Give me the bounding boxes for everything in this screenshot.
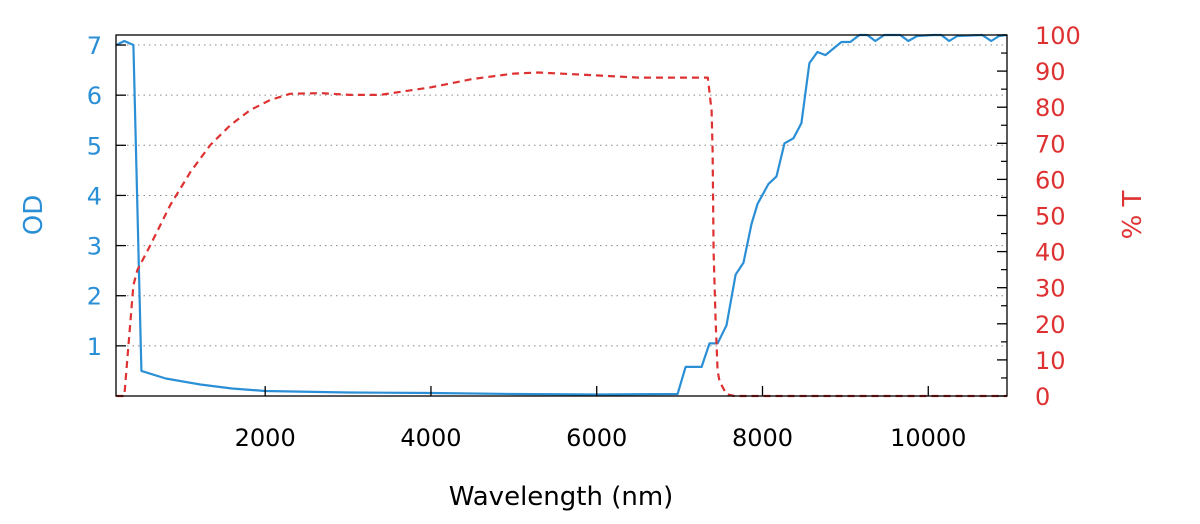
y-left-tick-label: 6 (87, 82, 102, 110)
series-line-transmission (116, 71, 1007, 398)
y-left-tick-label: 3 (87, 233, 102, 261)
x-axis-label: Wavelength (nm) (449, 482, 674, 512)
y-right-tick-label: 90 (1035, 58, 1066, 86)
y-left-tick-label: 7 (87, 32, 102, 60)
y-right-tick-label: 20 (1035, 311, 1066, 339)
y-left-axis-label: OD (19, 195, 49, 236)
grid (116, 44, 1007, 347)
x-tick-label: 6000 (566, 424, 627, 452)
x-tick-label: 8000 (732, 424, 793, 452)
y-right-tick-label: 100 (1035, 22, 1081, 50)
x-tick-label: 2000 (235, 424, 296, 452)
y-right-tick-label: 10 (1035, 347, 1066, 375)
series-line-od (115, 33, 1007, 396)
y-right-tick-label: 60 (1035, 166, 1066, 194)
y-right-tick-label: 80 (1035, 94, 1066, 122)
plot-frame (115, 34, 1008, 397)
x-tick-label: 4000 (400, 424, 461, 452)
series-layer (115, 33, 1007, 398)
y-left-tick-label: 4 (87, 182, 102, 210)
y-left-tick-label: 1 (87, 333, 102, 361)
y-left-tick-label: 2 (87, 283, 102, 311)
y-left-tick-label: 5 (87, 132, 102, 160)
y-right-tick-label: 30 (1035, 275, 1066, 303)
y-right-tick-label: 0 (1035, 383, 1050, 411)
y-right-tick-label: 70 (1035, 130, 1066, 158)
y-right-tick-label: 50 (1035, 203, 1066, 231)
x-tick-label: 10000 (890, 424, 966, 452)
y-right-tick-label: 40 (1035, 239, 1066, 267)
y-right-axis-label: % T (1118, 190, 1148, 239)
